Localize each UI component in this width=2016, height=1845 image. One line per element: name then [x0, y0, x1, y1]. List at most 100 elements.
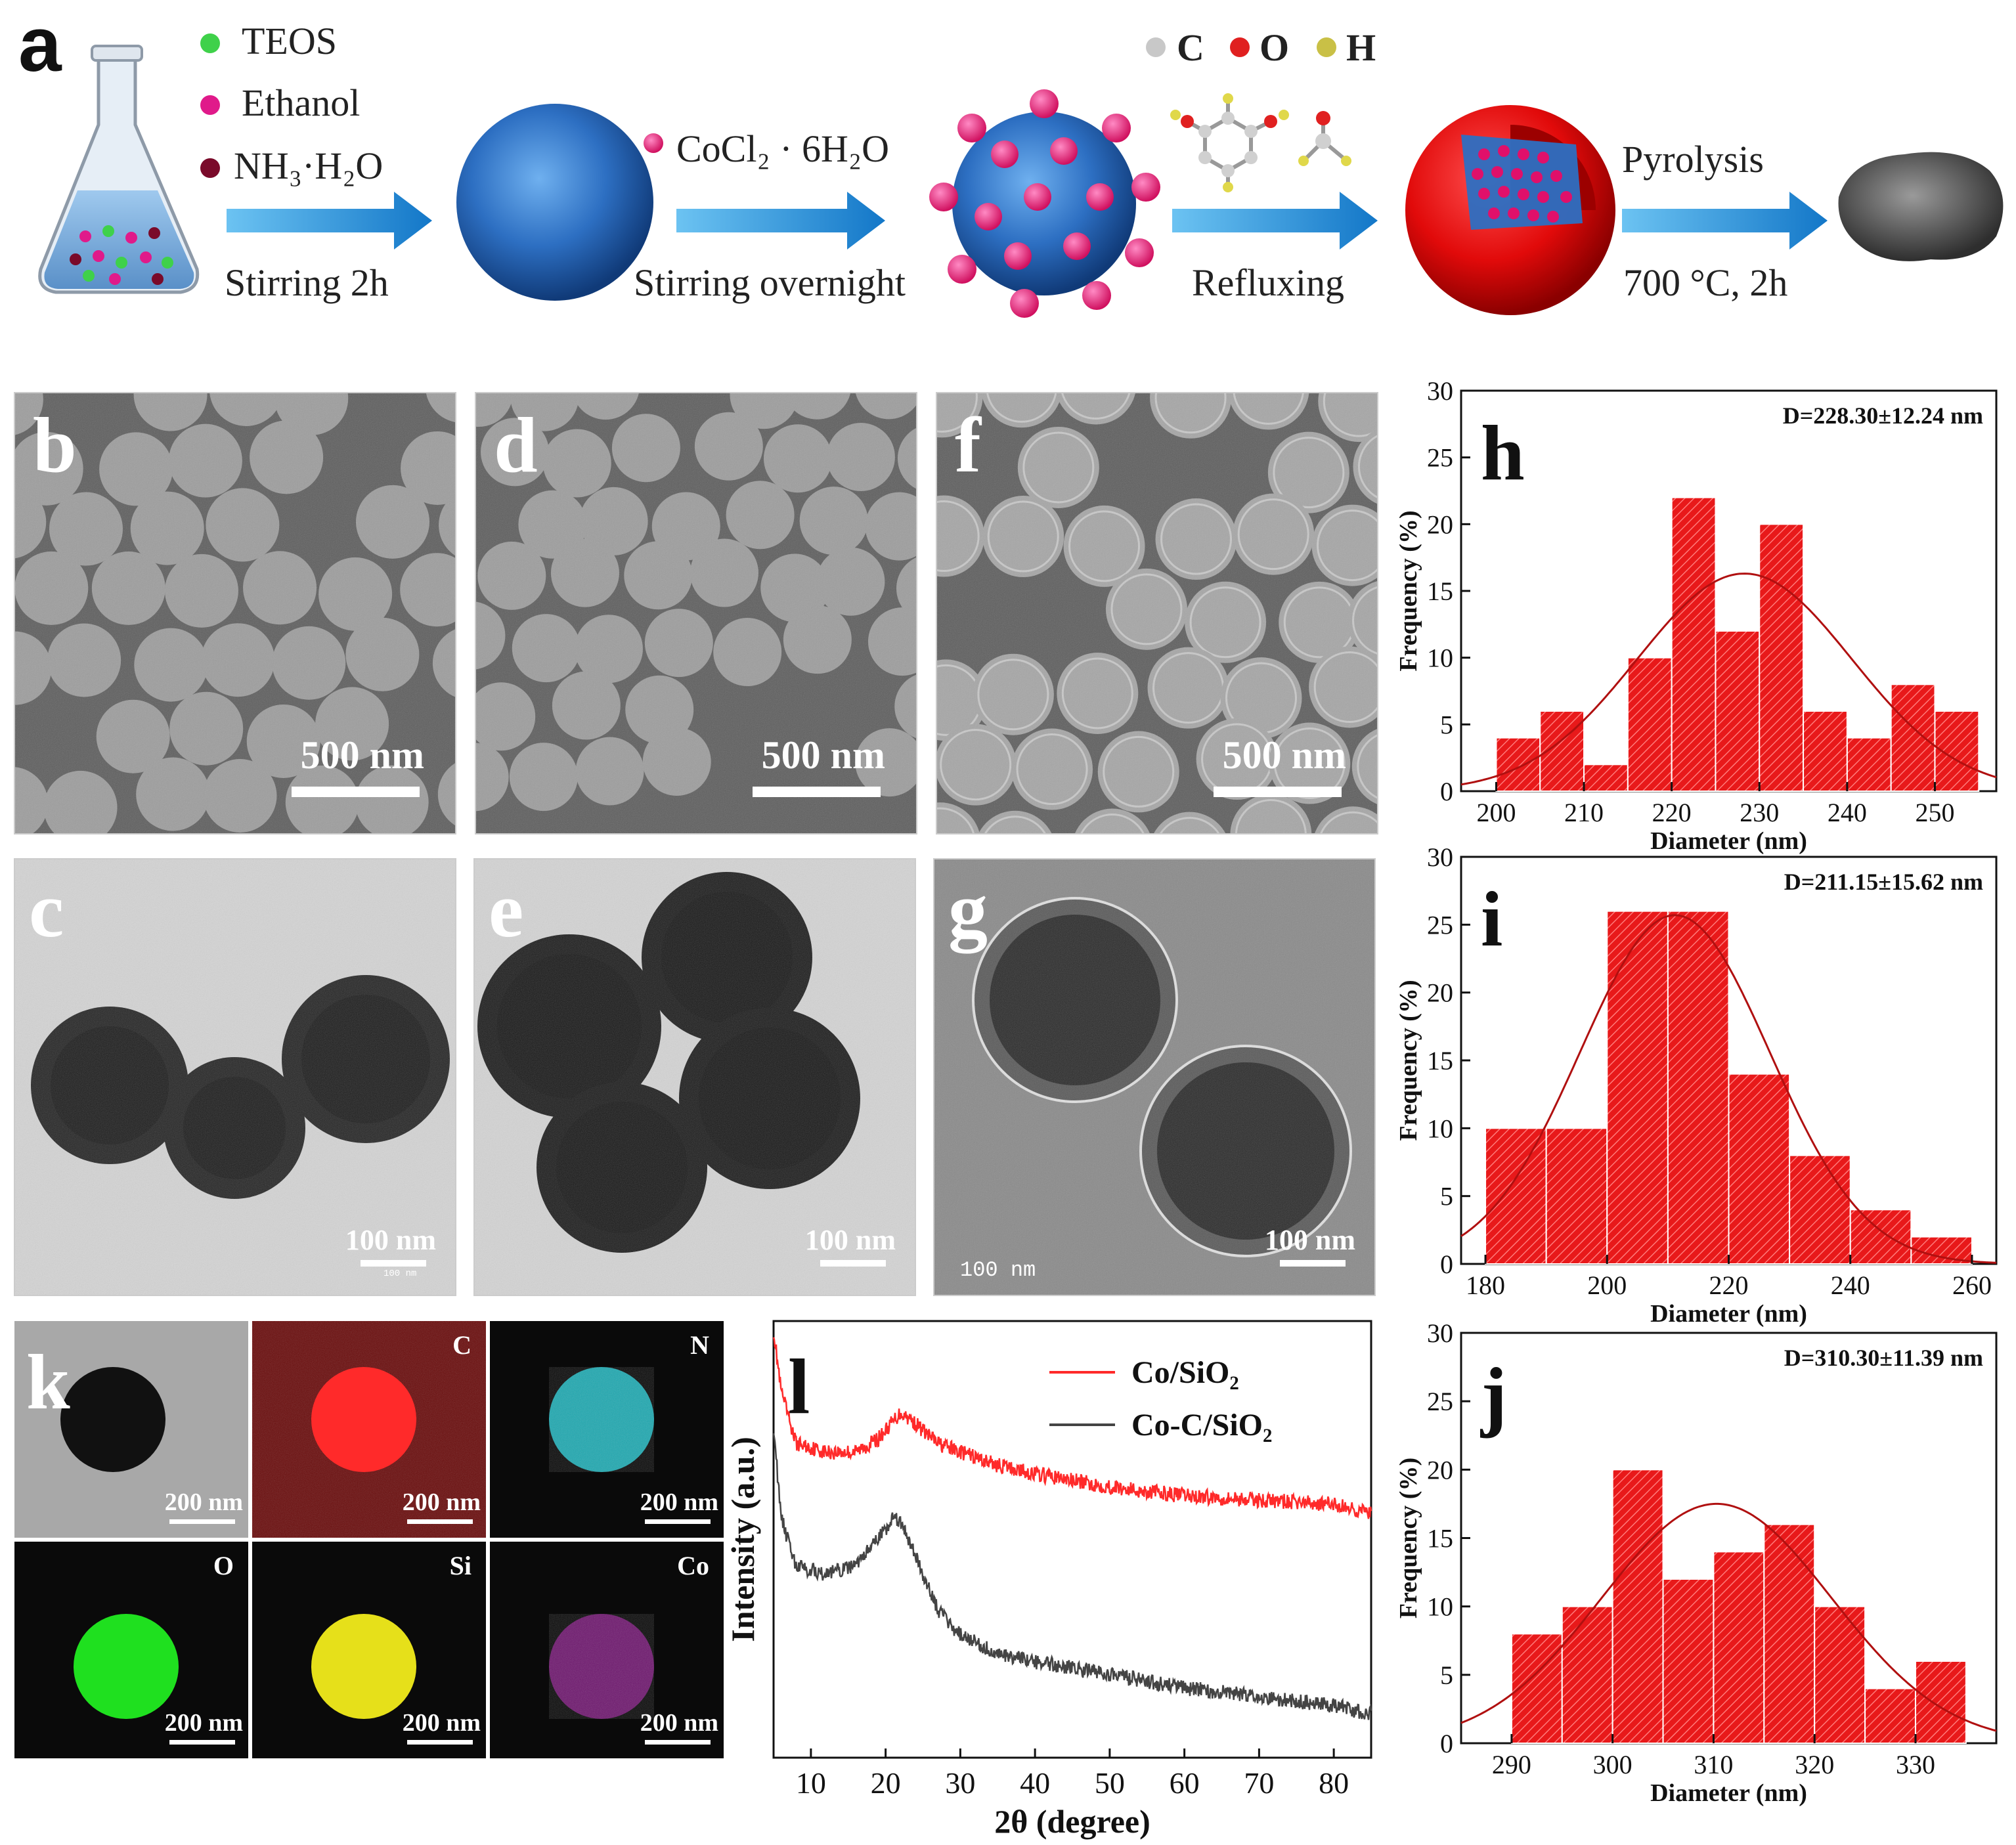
arrow-step2: [676, 192, 885, 250]
y-tick-label: 15: [1427, 1046, 1453, 1075]
y-tick-label: 25: [1427, 1387, 1453, 1416]
y-axis-label: Frequency (%): [1395, 510, 1422, 671]
histogram-bar: [1545, 1127, 1608, 1265]
flask-icon: [38, 45, 200, 294]
y-tick-label: 5: [1440, 1182, 1453, 1211]
step3-label: Refluxing: [1192, 261, 1344, 304]
formaldehyde-molecule-icon: [1298, 111, 1351, 166]
y-tick-label: 30: [1427, 376, 1453, 406]
panel-frame: [475, 392, 917, 835]
scale-bar-label: 200 nm: [403, 1488, 481, 1516]
cobalt-loaded-sphere-icon: [929, 89, 1160, 318]
x-tick-label: 40: [1020, 1766, 1050, 1800]
y-tick-label: 10: [1427, 643, 1453, 673]
scale-bar: [361, 1260, 426, 1267]
histogram-bar: [1583, 764, 1629, 792]
x-axis-label: Diameter (nm): [1650, 827, 1807, 855]
atom-label-h: H: [1346, 26, 1376, 69]
histogram-bar: [1495, 737, 1541, 792]
y-tick-label: 10: [1427, 1114, 1453, 1143]
panel-letter-j: j: [1480, 1351, 1507, 1439]
scale-bar: [820, 1260, 886, 1267]
sem-image-d: d 500 nm: [475, 392, 917, 835]
x-tick-label: 30: [945, 1766, 975, 1800]
panel-letter-l: l: [788, 1343, 810, 1430]
histogram-j: 0 5 10 15 20 25 30 290 300 310 320 330 Diameter (nm)…: [1395, 1318, 1998, 1807]
histogram-bar: [1728, 1073, 1791, 1265]
histogram-bar: [1914, 1661, 1967, 1744]
y-tick-label: 15: [1427, 576, 1453, 606]
element-distribution: [311, 1614, 416, 1719]
chart-title: D=211.15±15.62 nm: [1784, 869, 1983, 895]
chart-title: D=228.30±12.24 nm: [1783, 402, 1983, 429]
scale-bar-label: 100 nm: [1265, 1224, 1355, 1256]
x-tick-label: 300: [1593, 1750, 1633, 1779]
scale-bar-label: 200 nm: [640, 1488, 718, 1516]
reagent-label-ammonia: NH₃·H₂O: [234, 144, 383, 187]
eds-tile-n: N 200 nm: [490, 1321, 724, 1538]
x-tick-label: 240: [1831, 1270, 1870, 1300]
noise-layer: [14, 393, 456, 834]
scheme-panel: a TEOS Ethanol NH₃·H₂O: [18, 1, 2004, 318]
y-tick-label: 20: [1427, 978, 1453, 1008]
element-label: C: [452, 1330, 471, 1360]
scale-bar: [407, 1740, 473, 1745]
eds-mapping-panel: 200 nm C 200 nm N 200 nm O 200 nm Si 200 nm Co 200…: [14, 1321, 724, 1758]
x-tick-label: 80: [1319, 1766, 1349, 1800]
micrographs: b 500 nm d 500 nm f 500 nm c 100 nm 100 nm e 100 n…: [14, 392, 1378, 1296]
y-tick-label: 20: [1427, 510, 1453, 539]
histogram-bar: [1611, 1469, 1664, 1744]
sem-image-b: b 500 nm: [14, 392, 456, 835]
panel-frame: [936, 392, 1378, 835]
histogram-bar: [1627, 657, 1673, 792]
atom-label-c: C: [1177, 26, 1204, 69]
panel-letter-h: h: [1481, 409, 1525, 496]
panel-letter-f: f: [955, 401, 982, 488]
x-tick-label: 20: [871, 1766, 901, 1800]
scale-bar-label: 100 nm: [345, 1224, 436, 1256]
element-label: O: [213, 1551, 234, 1580]
legend-label: Co-C/SiO₂: [1131, 1408, 1272, 1443]
eds-tile-co: Co 200 nm: [490, 1542, 724, 1758]
noise-layer: [14, 859, 456, 1295]
element-distribution: [60, 1367, 165, 1472]
series-line-1: [772, 1433, 1372, 1720]
small-scale-label: 100 nm: [383, 1269, 416, 1279]
x-tick-label: 200: [1587, 1270, 1627, 1300]
eds-tile-image: 200 nm: [14, 1321, 248, 1538]
reagent-legend: TEOS Ethanol NH₃·H₂O: [200, 20, 383, 187]
scale-bar-label: 500 nm: [762, 733, 885, 777]
scale-bar-label: 200 nm: [165, 1488, 243, 1516]
panel-letter-e: e: [489, 866, 523, 953]
panel-letter-c: c: [29, 866, 64, 953]
y-tick-label: 0: [1440, 1249, 1453, 1279]
panel-letter-d: d: [494, 401, 538, 488]
xrd-chart: Co/SiO₂ Co-C/SiO₂ 10 20 30 40 50 60 70 80 2θ (degr…: [724, 1320, 1372, 1840]
noise-layer: [934, 859, 1375, 1295]
tem-image-c: c 100 nm 100 nm: [14, 858, 456, 1296]
histogram-h: 0 5 10 15 20 25 30 200 210 220 230 240 250 Diameter (…: [1395, 376, 1998, 855]
histogram-bar: [1890, 684, 1936, 792]
cocl2-label: CoCl₂ · 6H₂O: [676, 127, 889, 170]
scale-bar: [169, 1519, 235, 1524]
x-tick-label: 250: [1915, 798, 1954, 827]
scale-bar: [645, 1740, 711, 1745]
histogram-bar: [1662, 1578, 1715, 1744]
y-tick-label: 5: [1440, 710, 1453, 739]
y-axis-label: Intensity (a.u.): [724, 1437, 761, 1642]
scale-bar: [1280, 1260, 1346, 1267]
atom-legend: C O H: [1146, 26, 1376, 69]
x-tick-label: 320: [1795, 1750, 1834, 1779]
gaussian-fit-line: [1460, 914, 1997, 1264]
panel-letter-b: b: [33, 401, 77, 488]
cobalt-dot-icon: [644, 133, 663, 153]
y-tick-label: 30: [1427, 1318, 1453, 1348]
histogram-bar: [1849, 1209, 1912, 1265]
atom-dot-o: [1230, 37, 1250, 57]
scale-bar-label: 500 nm: [301, 733, 424, 777]
panel-frame: [14, 858, 456, 1296]
atom-label-o: O: [1260, 26, 1289, 69]
step4-bottom-label: 700 °C, 2h: [1623, 261, 1787, 304]
scale-bar-label: 200 nm: [165, 1709, 243, 1737]
